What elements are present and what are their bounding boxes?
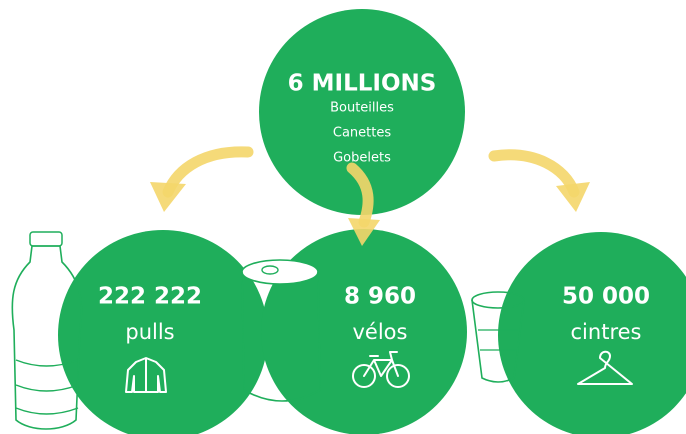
arrow-head xyxy=(150,182,186,212)
top-line: Bouteilles xyxy=(330,101,394,116)
top-line: Canettes xyxy=(333,126,391,141)
node-label: pulls xyxy=(125,320,174,344)
arrow-head xyxy=(556,182,590,212)
node-value: 50 000 xyxy=(562,284,650,310)
top-line: Gobelets xyxy=(333,151,391,166)
node-label: vélos xyxy=(353,320,408,344)
node-value: 8 960 xyxy=(344,284,416,310)
top-title: 6 MILLIONS xyxy=(288,71,437,97)
page: {"top": {"title": "6 MILLIONS", "lines":… xyxy=(0,0,686,434)
infographic: 6 MILLIONS Bouteilles Canettes Gobelets … xyxy=(0,0,686,434)
node-label: cintres xyxy=(571,320,642,344)
node-value: 222 222 xyxy=(98,284,202,310)
